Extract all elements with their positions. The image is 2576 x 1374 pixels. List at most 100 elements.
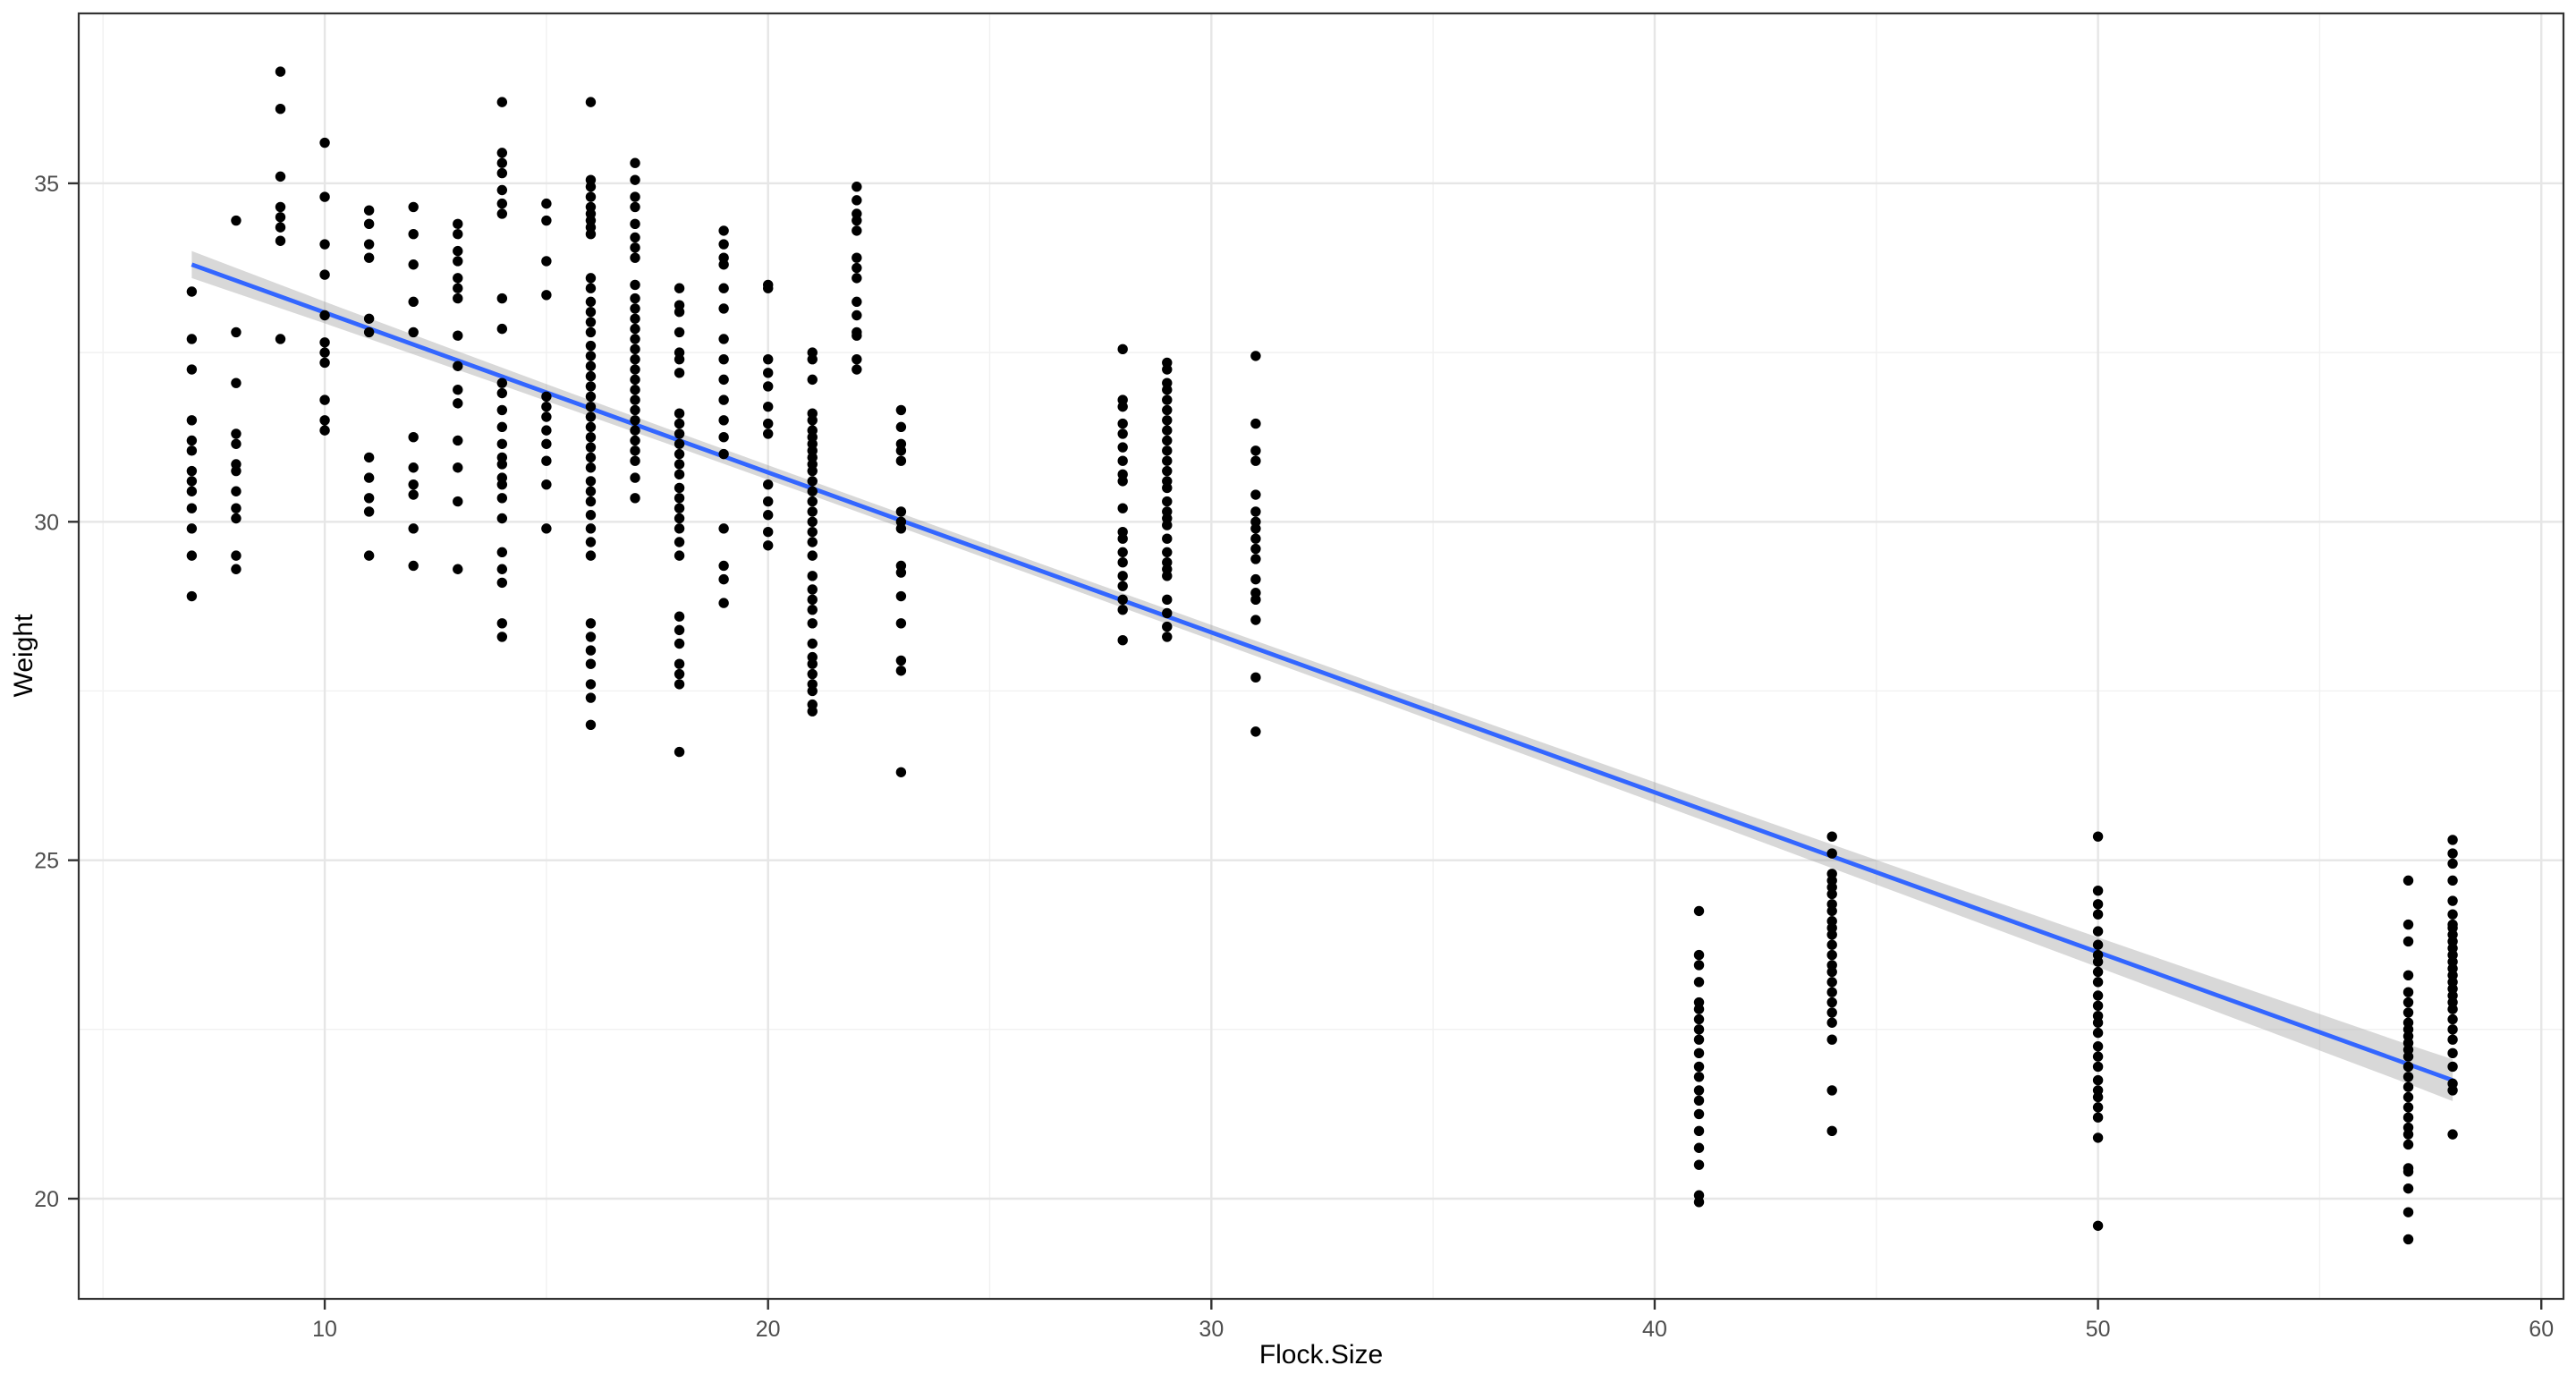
data-point: [2092, 1112, 2104, 1123]
data-point: [2402, 970, 2414, 980]
data-point: [630, 493, 640, 504]
data-point: [363, 218, 375, 230]
data-point: [674, 638, 685, 649]
data-point: [231, 215, 242, 226]
data-point: [895, 506, 907, 517]
data-point: [1250, 418, 1261, 429]
data-point: [1117, 635, 1128, 646]
data-point: [453, 283, 463, 293]
data-point: [453, 462, 463, 473]
data-point: [807, 550, 818, 561]
data-point: [630, 174, 640, 185]
data-point: [2092, 956, 2104, 967]
data-point: [2402, 875, 2414, 886]
data-point: [231, 377, 242, 388]
data-point: [1693, 1108, 1705, 1120]
data-point: [319, 191, 330, 202]
data-point: [186, 465, 198, 477]
data-point: [186, 503, 198, 513]
data-point: [674, 353, 685, 365]
data-point: [1162, 594, 1173, 606]
data-point: [1162, 621, 1173, 632]
confidence-band-layer: [191, 250, 2453, 1102]
data-point: [763, 401, 774, 412]
data-point: [585, 228, 597, 240]
data-point: [585, 462, 597, 473]
data-point: [2092, 926, 2104, 937]
data-point: [496, 632, 508, 642]
data-point: [1250, 573, 1261, 585]
data-point: [674, 408, 685, 419]
data-point: [630, 279, 640, 291]
data-point: [2092, 1061, 2104, 1073]
data-point: [763, 496, 774, 507]
data-point: [763, 418, 774, 429]
data-point: [585, 191, 597, 202]
data-point: [231, 327, 242, 338]
data-point: [807, 594, 818, 606]
data-point: [807, 374, 818, 386]
data-point: [408, 327, 419, 338]
data-point: [2092, 1220, 2104, 1231]
data-point: [2447, 858, 2458, 869]
data-point: [852, 353, 862, 365]
data-point: [630, 344, 640, 355]
data-point: [275, 66, 286, 77]
data-point: [2447, 1129, 2458, 1140]
data-point: [231, 486, 242, 496]
y-tick-label: 35: [34, 172, 59, 197]
data-point: [319, 310, 330, 321]
data-point: [231, 465, 242, 477]
data-point: [496, 323, 508, 335]
data-point: [1250, 523, 1261, 534]
data-point: [1162, 520, 1173, 530]
data-point: [496, 493, 508, 504]
data-point: [453, 330, 463, 341]
data-point: [895, 523, 907, 534]
data-point: [1693, 1095, 1705, 1106]
data-point: [1250, 489, 1261, 500]
panel-background-rect: [79, 13, 2563, 1299]
data-point: [2447, 1004, 2458, 1014]
data-point: [231, 550, 242, 561]
data-point: [1162, 547, 1173, 558]
data-point: [807, 618, 818, 629]
data-point: [1117, 344, 1128, 355]
data-point: [231, 564, 242, 574]
data-point: [895, 421, 907, 433]
data-point: [895, 567, 907, 578]
data-point: [630, 435, 640, 446]
data-point: [852, 182, 862, 192]
data-point: [408, 228, 419, 240]
data-point: [496, 547, 508, 558]
data-point: [1250, 533, 1261, 544]
data-point: [1826, 888, 1837, 900]
data-point: [408, 259, 419, 270]
data-point: [585, 618, 597, 629]
data-point: [363, 472, 375, 483]
data-point: [718, 394, 729, 405]
data-point: [674, 503, 685, 513]
data-point: [2447, 1014, 2458, 1025]
data-point: [630, 394, 640, 405]
data-point: [496, 513, 508, 524]
data-point: [718, 259, 729, 270]
data-point: [453, 293, 463, 304]
data-point: [541, 438, 552, 449]
data-point: [231, 428, 242, 439]
data-point: [852, 262, 862, 274]
data-point: [674, 459, 685, 470]
data-point: [408, 560, 419, 572]
data-point: [1117, 401, 1128, 412]
data-point: [453, 398, 463, 409]
data-point: [630, 293, 640, 304]
data-point: [541, 411, 552, 422]
data-point: [807, 506, 818, 517]
data-point: [674, 513, 685, 524]
data-point: [541, 198, 552, 209]
data-point: [585, 658, 597, 669]
data-point: [763, 353, 774, 365]
data-point: [2402, 919, 2414, 930]
data-point: [275, 103, 286, 114]
data-point: [1693, 949, 1705, 961]
